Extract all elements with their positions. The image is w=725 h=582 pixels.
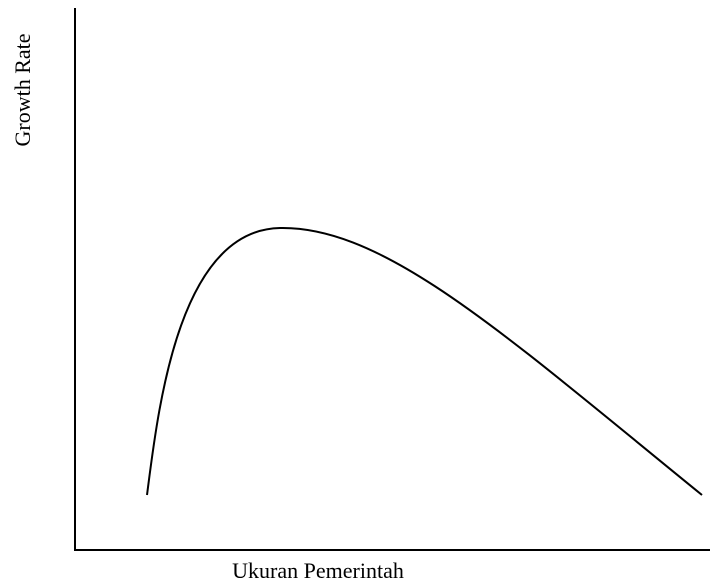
y-axis-label: Growth Rate bbox=[10, 33, 35, 146]
curve bbox=[146, 226, 703, 496]
x-axis-label: Ukuran Pemerintah bbox=[232, 558, 404, 582]
